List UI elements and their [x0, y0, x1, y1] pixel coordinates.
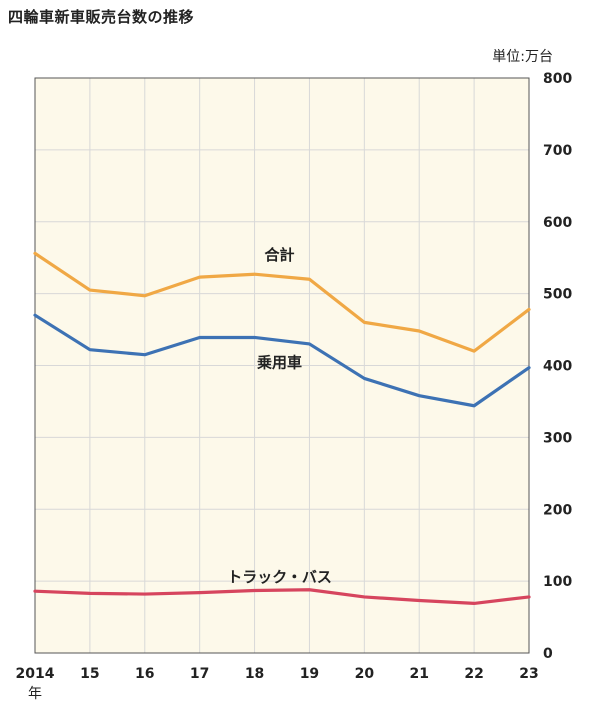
- series-line-truck_bus: [33, 588, 531, 606]
- x-tick-label: 18: [245, 666, 264, 682]
- series-label-truck_bus: トラック・バス: [227, 568, 332, 586]
- y-tick-label: 200: [543, 502, 572, 518]
- series-label-passenger: 乗用車: [257, 353, 302, 371]
- x-tick-label: 16: [135, 666, 154, 682]
- chart-title: 四輪車新車販売台数の推移: [8, 8, 195, 26]
- x-tick-label: 22: [464, 666, 483, 682]
- x-tick-label: 20: [355, 666, 375, 682]
- plot-frame: [34, 77, 530, 654]
- series-label-total: 合計: [264, 246, 295, 264]
- y-tick-label: 700: [543, 143, 572, 159]
- x-sublabel: 年: [28, 686, 42, 702]
- y-tick-label: 400: [543, 359, 572, 375]
- y-tick-label: 600: [543, 215, 572, 231]
- x-tick-label: 23: [519, 666, 538, 682]
- x-tick-label: 17: [190, 666, 209, 682]
- series-line-passenger: [33, 313, 531, 408]
- y-tick-label: 0: [543, 646, 553, 662]
- unit-label: 単位:万台: [492, 49, 553, 65]
- y-tick-label: 500: [543, 287, 572, 303]
- x-tick-label: 19: [300, 666, 319, 682]
- y-tick-label: 100: [543, 574, 572, 590]
- series-line-total: [33, 251, 531, 353]
- x-tick-label: 2014: [16, 666, 55, 682]
- x-tick-label: 15: [80, 666, 99, 682]
- y-tick-label: 800: [543, 71, 572, 87]
- y-tick-label: 300: [543, 430, 572, 446]
- x-tick-label: 21: [409, 666, 428, 682]
